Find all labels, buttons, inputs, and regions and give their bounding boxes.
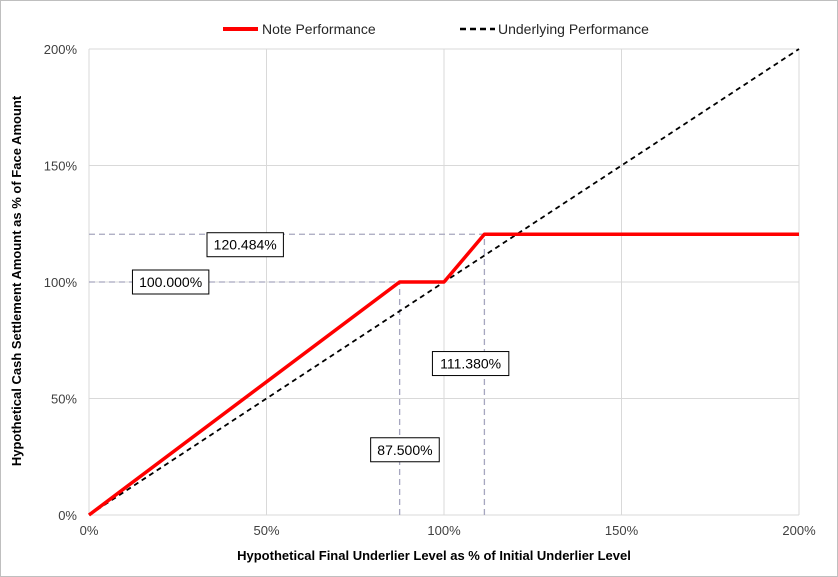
annotation-label: 111.380% — [440, 356, 501, 372]
annotation-label: 87.500% — [377, 442, 432, 458]
y-tick-label: 100% — [44, 275, 78, 290]
annotation-box — [431, 351, 510, 377]
tick-labels: 0% 50% 100% 150% 200% 0% 50% 100% 150% 200% — [44, 42, 816, 538]
y-tick-label: 200% — [44, 42, 78, 57]
series-line-note-performance — [87, 232, 799, 517]
x-tick-label: 50% — [253, 523, 279, 538]
annotations: 100.000% 120.484% 111.380% 87.500% — [131, 232, 510, 463]
annotation-box — [131, 269, 210, 295]
annotation-box — [370, 437, 440, 463]
legend: Note Performance Underlying Performance — [223, 21, 649, 37]
annotation-label: 100.000% — [139, 274, 202, 290]
x-tick-label: 200% — [782, 523, 816, 538]
annotation-label: 120.484% — [214, 237, 277, 253]
annotation-box — [206, 232, 284, 258]
x-tick-label: 150% — [605, 523, 639, 538]
y-tick-label: 50% — [51, 392, 77, 407]
y-tick-label: 150% — [44, 159, 78, 174]
legend-label: Note Performance — [262, 21, 376, 37]
x-tick-label: 100% — [427, 523, 461, 538]
series-lines — [87, 48, 800, 517]
y-axis-title: Hypothetical Cash Settlement Amount as %… — [9, 95, 24, 466]
x-tick-label: 0% — [80, 523, 99, 538]
y-tick-label: 0% — [58, 508, 77, 523]
x-axis-title: Hypothetical Final Underlier Level as % … — [237, 548, 631, 563]
legend-label: Underlying Performance — [498, 21, 649, 37]
